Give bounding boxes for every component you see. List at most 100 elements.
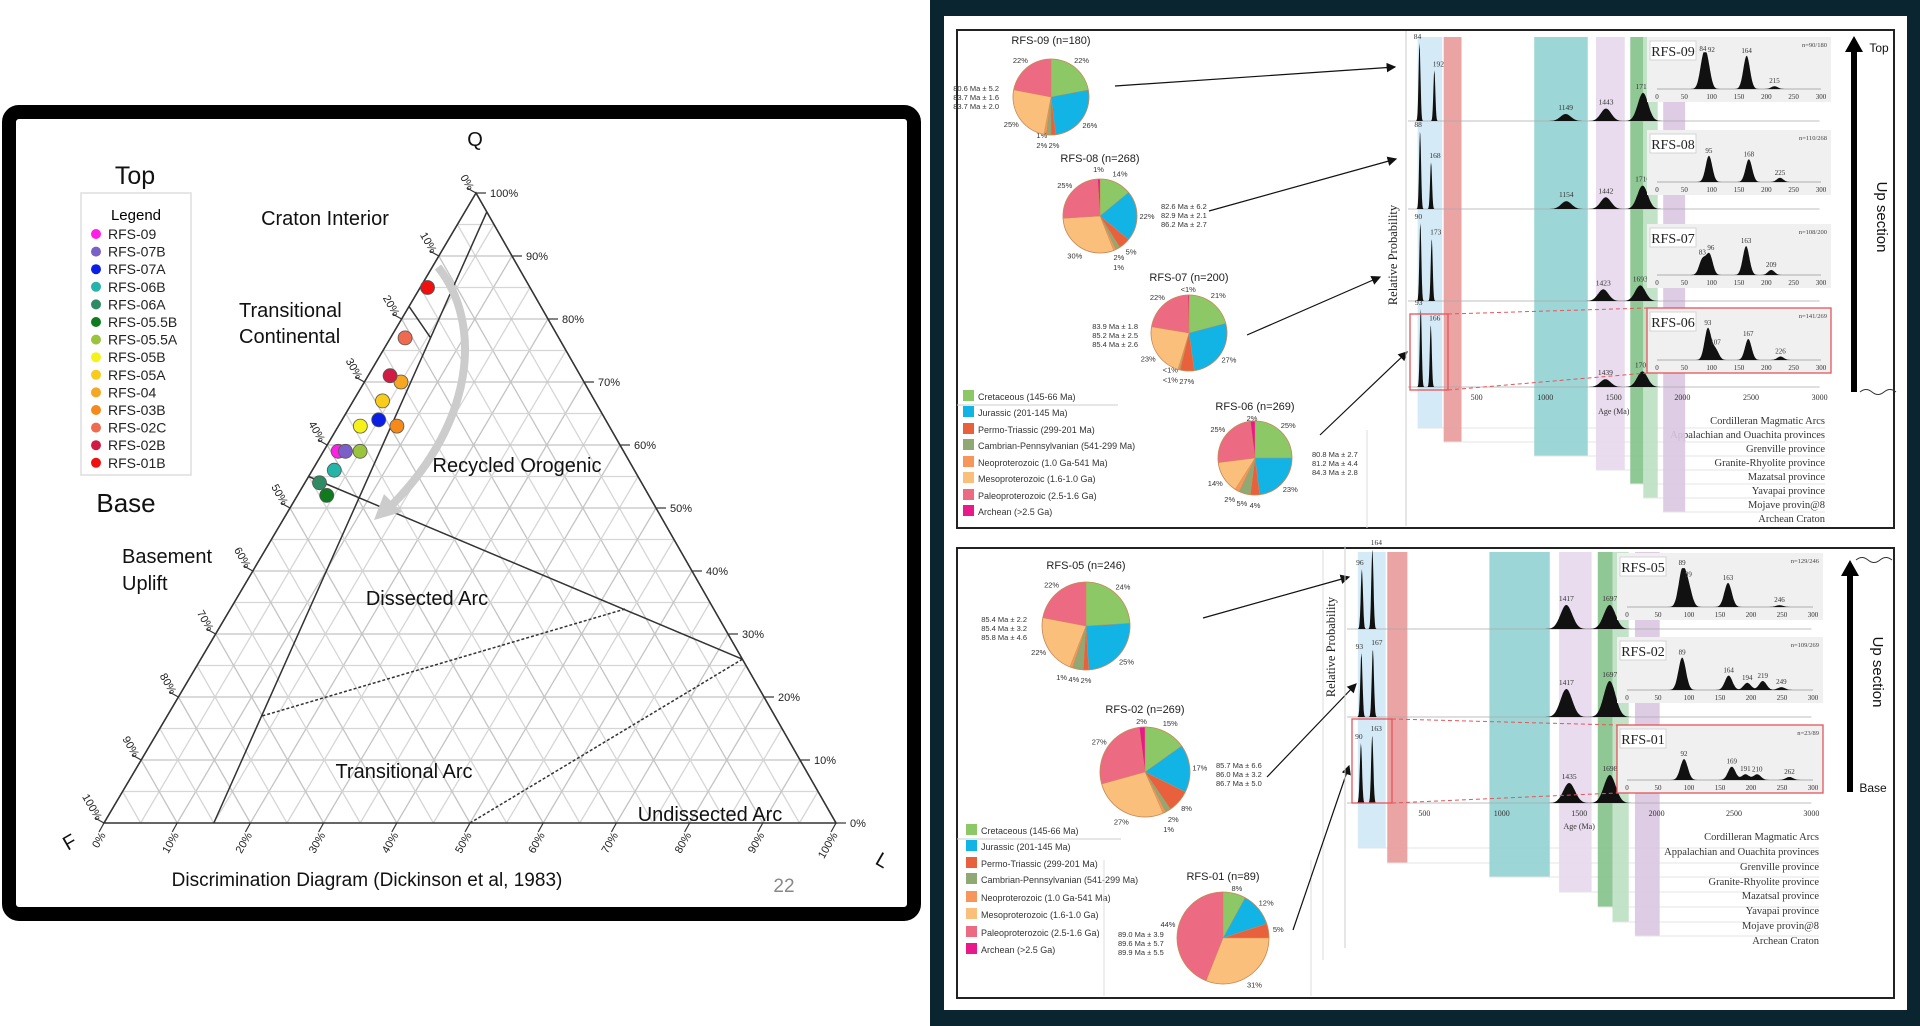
page-number: 22 xyxy=(773,876,794,897)
inset-label-box xyxy=(1619,640,1667,661)
legend-label: Cambrian-Pennsylvanian (541-299 Ma) xyxy=(981,875,1138,885)
pie-age-label: 85.2 Ma ± 2.5 xyxy=(1092,331,1138,340)
pie-legend-item: Cretaceous (145-66 Ma) xyxy=(966,824,1079,836)
inset-peak-label: 169 xyxy=(1727,758,1738,766)
field-boundary-line xyxy=(469,658,743,824)
grid-line xyxy=(506,539,675,824)
pie-slice-label: 23% xyxy=(1283,485,1298,494)
inset-tick-label: 50 xyxy=(1655,611,1663,619)
x-tick-label: 1500 xyxy=(1606,393,1622,402)
inset-peak-label: 249 xyxy=(1776,678,1787,686)
province-label: Archean Craton xyxy=(1752,936,1820,947)
peak-age-label: 93 xyxy=(1415,298,1423,307)
left-panel-frame xyxy=(2,105,921,921)
inset-plot-rfs-05: 89 99 163 246 0 50 100 150 200 250 300 RFS-05 n=129/… xyxy=(1617,553,1823,620)
tick-mark xyxy=(429,250,440,257)
section-break-icon xyxy=(1859,389,1897,395)
inset-n-label: n=141/269 xyxy=(1799,313,1827,320)
legend-swatch xyxy=(963,390,974,401)
up-section-label: Up section xyxy=(1869,637,1886,708)
pie-slice-label: 5% xyxy=(1236,499,1247,508)
grid-line xyxy=(270,539,434,824)
pie-slice-label: 2% xyxy=(1168,815,1179,824)
region-recycled-orogenic: Recycled Orogenic xyxy=(433,455,602,477)
inset-tick-label: 100 xyxy=(1684,784,1695,792)
pie-slice-label: 14% xyxy=(1208,479,1223,488)
zoom-connector-line xyxy=(1447,372,1648,391)
inset-peak-label: 168 xyxy=(1744,150,1755,158)
inset-tick-label: 50 xyxy=(1681,364,1689,372)
peak-age-label: 1154 xyxy=(1559,190,1574,199)
inset-peak-label: 99 xyxy=(1685,571,1693,579)
inset-sample-label: RFS-02 xyxy=(1621,645,1665,660)
kde-row-rfs-02: 93 167 1417 1697 89 164 194 219 249 0 50 100 150 200 2… xyxy=(1347,637,1823,718)
inset-n-label: n=90/180 xyxy=(1802,42,1827,49)
kde-row-rfs-06: 93 166 1439 1708 93 107 167 226 0 50 100 150 200 250 3… xyxy=(1408,298,1832,388)
q-tick-label: 70% xyxy=(598,377,620,389)
base-label: Base xyxy=(96,488,155,518)
peak-age-label: 84 xyxy=(1414,32,1422,41)
legend-label: RFS-09 xyxy=(108,226,156,242)
legend-label: Cretaceous (145-66 Ma) xyxy=(978,392,1076,402)
peak-age-label: 1417 xyxy=(1559,594,1574,603)
peak-age-label: 1713 xyxy=(1636,82,1651,91)
region-craton-interior: Craton Interior xyxy=(261,208,389,230)
inset-peak-label: 209 xyxy=(1766,261,1777,269)
legend-label: RFS-05.5B xyxy=(108,314,177,330)
inset-tick-label: 150 xyxy=(1734,93,1745,101)
legend-swatch xyxy=(963,505,974,516)
inset-tick-label: 150 xyxy=(1734,186,1745,194)
province-label: Granite-Rhyolite province xyxy=(1708,877,1819,888)
grid-line xyxy=(432,476,639,824)
legend-label: RFS-05A xyxy=(108,367,166,383)
pie-slice-label: 27% xyxy=(1114,818,1129,827)
q-tick-label: 0% xyxy=(850,818,866,830)
tick-mark xyxy=(169,691,179,698)
legend-label: Paleoproterozoic (2.5-1.6 Ga) xyxy=(978,491,1097,501)
inset-tick-label: 50 xyxy=(1655,694,1663,702)
inset-tick-label: 200 xyxy=(1761,364,1772,372)
legend-label: Cretaceous (145-66 Ma) xyxy=(981,826,1079,836)
pie-legend-lower: Cretaceous (145-66 Ma) Jurassic (201-145 … xyxy=(957,824,1138,955)
inset-tick-label: 0 xyxy=(1625,784,1629,792)
pie-age-label: 85.4 Ma ± 2.2 xyxy=(981,615,1027,624)
field-boundary-line xyxy=(408,305,432,339)
province-label: Appalachian and Ouachita provinces xyxy=(1664,847,1819,858)
legend-label: RFS-05B xyxy=(108,349,166,365)
legend-marker xyxy=(91,229,101,239)
pie-slice-label: 2% xyxy=(1049,141,1060,150)
legend-label: RFS-07A xyxy=(108,261,166,277)
inset-tick-label: 300 xyxy=(1816,186,1827,194)
inset-tick-label: 0 xyxy=(1625,694,1629,702)
pie-to-plot-arrow xyxy=(1202,574,1351,619)
peak-age-label: 1149 xyxy=(1558,103,1573,112)
province-label: Grenville province xyxy=(1746,444,1825,455)
data-point-rfs-07b xyxy=(338,443,353,459)
grid-line xyxy=(140,759,178,824)
pie-age-label: 86.0 Ma ± 3.2 xyxy=(1216,770,1262,779)
tick-mark xyxy=(317,439,328,446)
pie-legend-item: Cambrian-Pennsylvanian (541-299 Ma) xyxy=(966,873,1138,885)
inset-peak-label: 194 xyxy=(1742,674,1753,682)
peak-age-label: 192 xyxy=(1433,59,1445,68)
field-boundary-line xyxy=(262,608,626,717)
tick-mark xyxy=(243,565,254,572)
legend-marker xyxy=(91,422,101,433)
data-point-rfs-05.5b xyxy=(319,487,335,503)
legend-swatch xyxy=(963,489,974,500)
pie-slice-label: 14% xyxy=(1113,169,1128,178)
legend-marker xyxy=(91,334,101,345)
inset-peak-label: 191 xyxy=(1740,765,1751,773)
inset-peak-label: 83 xyxy=(1699,249,1707,257)
legend-label: Neoproterozoic (1.0 Ga-541 Ma) xyxy=(978,458,1108,468)
pie-age-label: 80.8 Ma ± 2.7 xyxy=(1312,450,1358,459)
legend-label: Permo-Triassic (299-201 Ma) xyxy=(978,425,1095,435)
inset-tick-label: 150 xyxy=(1734,279,1745,287)
peak-age-label: 168 xyxy=(1429,151,1441,160)
legend-marker xyxy=(91,281,101,292)
pie-legend-item: Paleoproterozoic (2.5-1.6 Ga) xyxy=(966,926,1100,938)
grid-line xyxy=(579,602,711,824)
inset-tick-label: 250 xyxy=(1788,279,1799,287)
inset-tick-label: 200 xyxy=(1761,93,1772,101)
pie-age-label: 83.7 Ma ± 2.0 xyxy=(953,102,999,111)
